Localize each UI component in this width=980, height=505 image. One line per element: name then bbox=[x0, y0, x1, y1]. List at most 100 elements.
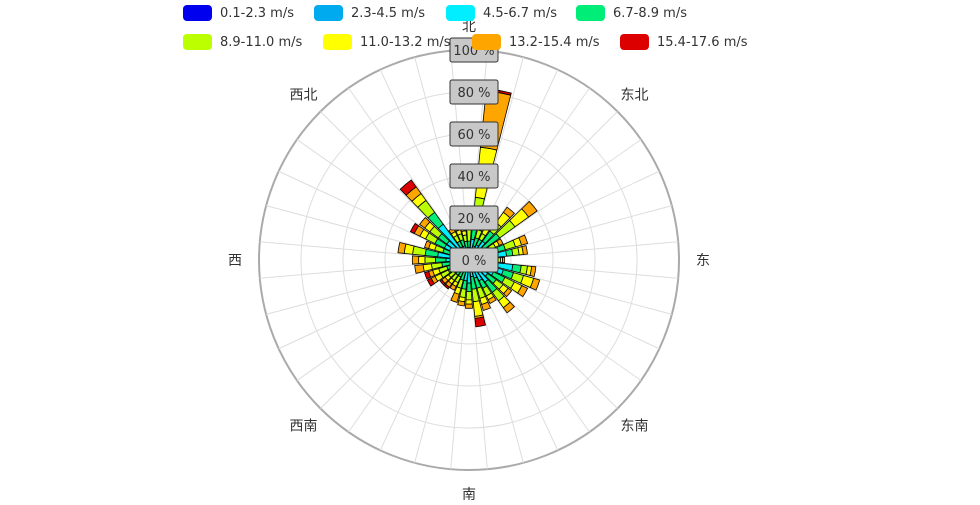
grid-spoke bbox=[468, 259, 559, 451]
wind-bar-segment bbox=[521, 245, 528, 255]
radial-tick: 60 % bbox=[449, 121, 499, 147]
wind-bar-segment bbox=[439, 279, 446, 286]
grid-spoke bbox=[468, 259, 618, 409]
radial-tick: 20 % bbox=[449, 205, 499, 231]
wind-bar-segment bbox=[450, 292, 460, 303]
legend-swatch bbox=[314, 5, 343, 21]
grid-spoke bbox=[259, 259, 470, 279]
grid-spoke bbox=[468, 87, 590, 261]
wind-bar-segment bbox=[449, 283, 457, 291]
wind-bar-segment bbox=[426, 277, 435, 287]
wind-bar-segment bbox=[414, 264, 425, 274]
legend-label: 15.4-17.6 m/s bbox=[657, 35, 748, 50]
grid-spoke bbox=[468, 259, 524, 463]
wind-bar-segment bbox=[443, 283, 450, 290]
legend-swatch bbox=[472, 34, 501, 50]
wind-bar-segment bbox=[457, 300, 466, 307]
wind-bar-segment bbox=[521, 200, 538, 218]
grid-spoke bbox=[266, 259, 470, 315]
grid-spoke bbox=[266, 205, 470, 261]
grid-spoke bbox=[320, 259, 470, 409]
wind-bar-segment bbox=[518, 234, 529, 246]
wind-bar-segment bbox=[502, 256, 506, 264]
legend: 0.1-2.3 m/s 2.3-4.5 m/s 4.5-6.7 m/s 6.7-8.9… bbox=[183, 5, 748, 50]
legend-label: 8.9-11.0 m/s bbox=[220, 35, 302, 50]
legend-item[interactable]: 6.7-8.9 m/s bbox=[576, 5, 687, 21]
grid-spoke bbox=[468, 111, 618, 261]
legend-item[interactable]: 4.5-6.7 m/s bbox=[446, 5, 557, 21]
grid-spoke bbox=[296, 139, 470, 261]
grid-spoke bbox=[348, 87, 470, 261]
radial-tick-box bbox=[449, 205, 499, 231]
radial-tick-box bbox=[449, 79, 499, 105]
wind-bar-segment bbox=[503, 287, 513, 298]
legend-swatch bbox=[620, 34, 649, 50]
legend-item[interactable]: 13.2-15.4 m/s bbox=[472, 34, 600, 50]
wind-bar-segment bbox=[474, 316, 486, 328]
legend-label: 11.0-13.2 m/s bbox=[360, 35, 451, 50]
radial-tick-label: 0 % bbox=[462, 254, 487, 269]
radial-tick-label: 80 % bbox=[457, 86, 490, 101]
direction-label: 东 bbox=[696, 253, 710, 269]
legend-item[interactable]: 0.1-2.3 m/s bbox=[183, 5, 294, 21]
wind-bar-segment bbox=[411, 255, 420, 265]
grid-spoke bbox=[450, 259, 470, 470]
grid-spoke bbox=[468, 259, 590, 433]
wind-bar-segment bbox=[424, 256, 436, 264]
grid-spoke bbox=[278, 170, 470, 261]
grid-spoke bbox=[468, 259, 488, 470]
wind-bar-segment bbox=[529, 265, 537, 277]
wind-bar-segment bbox=[419, 216, 431, 229]
wind-bar-segment bbox=[397, 241, 407, 254]
grid-spoke bbox=[468, 259, 672, 315]
radial-tick-box bbox=[449, 163, 499, 189]
wind-bar-segment bbox=[529, 277, 541, 291]
wind-bar-segment bbox=[487, 295, 497, 305]
grid-spoke bbox=[379, 259, 470, 451]
legend-label: 2.3-4.5 m/s bbox=[351, 6, 425, 21]
wind-bar-segment bbox=[424, 240, 432, 250]
grid-spoke bbox=[468, 170, 660, 261]
grid-spoke bbox=[468, 139, 642, 261]
wind-bar-segment bbox=[481, 301, 492, 312]
legend-label: 6.7-8.9 m/s bbox=[613, 6, 687, 21]
wind-bar-segment bbox=[466, 282, 472, 292]
direction-label: 东南 bbox=[620, 418, 648, 434]
radial-tick: 40 % bbox=[449, 163, 499, 189]
legend-label: 0.1-2.3 m/s bbox=[220, 6, 294, 21]
legend-item[interactable]: 15.4-17.6 m/s bbox=[620, 34, 748, 50]
wind-bar-segment bbox=[399, 179, 417, 196]
wind-bar-segment bbox=[517, 285, 529, 298]
radial-tick-label: 40 % bbox=[457, 170, 490, 185]
grid-spoke bbox=[278, 259, 470, 350]
direction-label: 西北 bbox=[290, 88, 318, 104]
wind-bar-segment bbox=[465, 290, 473, 301]
direction-label: 北 bbox=[462, 19, 476, 35]
wind-bar-segment bbox=[434, 257, 447, 263]
wind-bar-segment bbox=[418, 255, 426, 265]
grid-spoke bbox=[320, 111, 470, 261]
wind-bar-segment bbox=[424, 270, 432, 280]
direction-label: 西 bbox=[228, 253, 242, 269]
grid-spoke bbox=[296, 259, 470, 381]
grid-spoke bbox=[259, 241, 470, 261]
polar-grid bbox=[258, 49, 680, 471]
grid-spoke bbox=[468, 259, 642, 381]
grid-spoke bbox=[468, 259, 660, 350]
radial-tick-label: 60 % bbox=[457, 128, 490, 143]
wind-bar-segment bbox=[502, 301, 515, 314]
radial-tick: 80 % bbox=[449, 79, 499, 105]
legend-item[interactable]: 2.3-4.5 m/s bbox=[314, 5, 425, 21]
radial-tick: 0 % bbox=[449, 247, 499, 273]
wind-bar-segment bbox=[465, 299, 473, 305]
legend-item[interactable]: 11.0-13.2 m/s bbox=[323, 34, 451, 50]
wind-bar-segment bbox=[465, 303, 473, 309]
grid-spoke bbox=[414, 259, 470, 463]
direction-label: 西南 bbox=[290, 418, 318, 434]
legend-swatch bbox=[323, 34, 352, 50]
radial-tick-box bbox=[449, 247, 499, 273]
legend-item[interactable]: 8.9-11.0 m/s bbox=[183, 34, 302, 50]
legend-swatch bbox=[446, 5, 475, 21]
